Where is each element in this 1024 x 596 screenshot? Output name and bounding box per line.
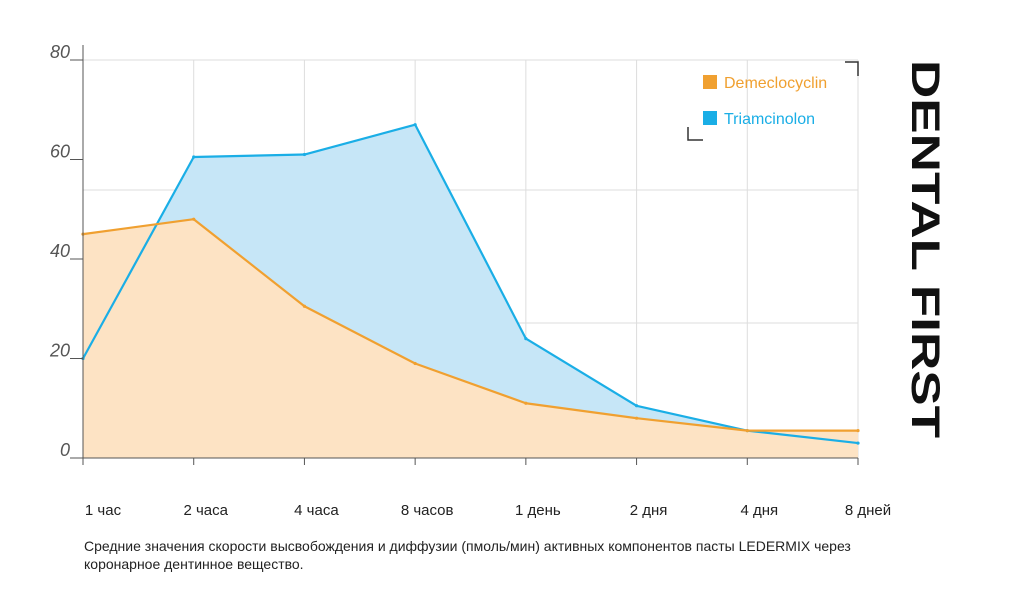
- point-demeclocyclin: [745, 429, 749, 433]
- legend-corner-top-right: [845, 61, 859, 76]
- point-triamcinolon: [413, 123, 417, 127]
- point-triamcinolon: [524, 337, 528, 341]
- line-demeclocyclin: [82, 218, 858, 432]
- series-areas: [83, 124, 858, 459]
- x-tick-label: 4 дня: [740, 502, 778, 519]
- x-tick-label: 1 час: [85, 502, 122, 519]
- x-tick-label: 8 дней: [845, 502, 891, 519]
- legend-swatch-demeclocyclin: [703, 75, 717, 89]
- point-triamcinolon: [856, 441, 860, 445]
- chart-caption: Средние значения скорости высвобождения …: [84, 538, 851, 572]
- y-tick-label: 40: [50, 241, 70, 261]
- y-tick-label: 20: [49, 341, 70, 361]
- x-tick-label: 2 дня: [630, 502, 668, 519]
- point-demeclocyclin: [524, 401, 528, 405]
- brand-logo: DENTAL FIRST: [903, 60, 947, 438]
- axes: [82, 45, 858, 459]
- point-triamcinolon: [192, 155, 196, 159]
- brand-text: DENTAL FIRST: [903, 60, 947, 438]
- point-demeclocyclin: [413, 361, 417, 366]
- x-tick-label: 4 часа: [294, 502, 339, 519]
- point-triamcinolon: [302, 152, 307, 157]
- legend-swatch-triamcinolon: [703, 111, 717, 125]
- x-tick-labels: 1 час 2 часа 4 часа 8 часов 1 день 2 дня 4 дня…: [82, 458, 891, 519]
- y-tick-labels: 0 20 40 60 80: [49, 42, 83, 460]
- point-demeclocyclin: [192, 217, 196, 221]
- y-tick-label: 80: [50, 42, 70, 62]
- point-triamcinolon: [634, 404, 639, 408]
- legend: Demeclocyclin Triamcinolon: [687, 61, 859, 141]
- area-chart: 0 20 40 60 80 1 час 2 часа 4 часа 8 часов 1 день…: [49, 42, 891, 519]
- x-tick-label: 1 день: [515, 502, 561, 519]
- y-tick-label: 60: [50, 142, 70, 162]
- area-demeclocyclin: [83, 219, 858, 458]
- point-demeclocyclin: [302, 304, 307, 308]
- legend-label-triamcinolon: Triamcinolon: [724, 111, 815, 128]
- legend-label-demeclocyclin: Demeclocyclin: [724, 75, 827, 92]
- x-tick-label: 8 часов: [401, 502, 454, 519]
- series-lines: [81, 123, 860, 445]
- x-tick-label: 2 часа: [183, 502, 228, 519]
- legend-corner-bottom-left: [687, 127, 703, 141]
- point-demeclocyclin: [634, 416, 639, 420]
- point-demeclocyclin: [856, 429, 860, 433]
- line-triamcinolon: [82, 123, 859, 445]
- y-tick-label: 0: [60, 440, 70, 460]
